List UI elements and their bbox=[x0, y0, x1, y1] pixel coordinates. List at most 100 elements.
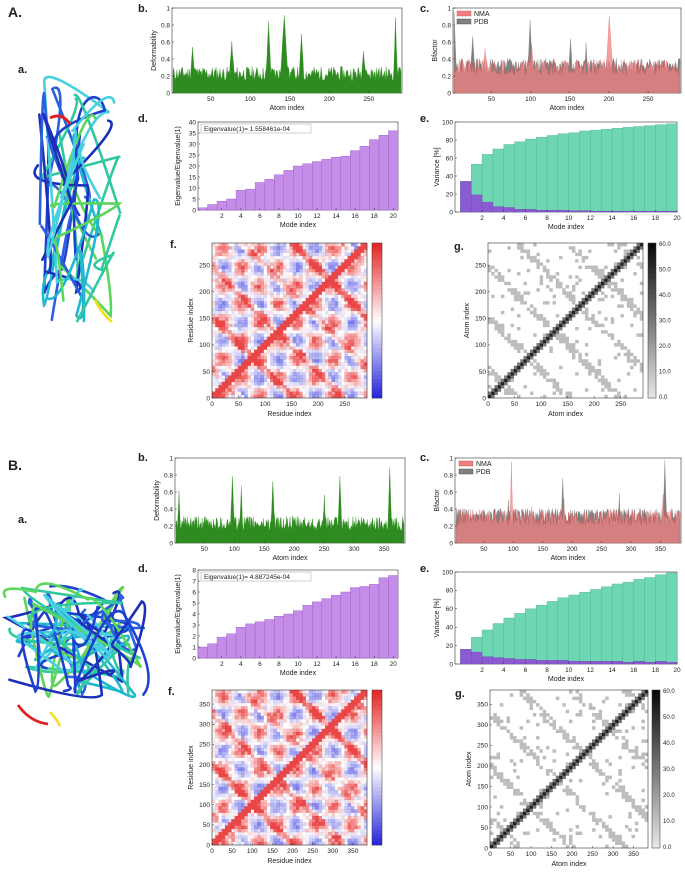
x-tick-label: 8 bbox=[545, 667, 549, 674]
matrix-cell bbox=[338, 330, 341, 333]
matrix-cell bbox=[286, 317, 290, 321]
matrix-cell bbox=[253, 832, 258, 836]
matrix-cell bbox=[571, 294, 576, 299]
matrix-cell bbox=[290, 366, 293, 369]
matrix-cell bbox=[533, 243, 537, 247]
matrix-cell bbox=[533, 259, 537, 263]
matrix-cell bbox=[218, 799, 222, 804]
matrix-cell bbox=[231, 314, 235, 318]
matrix-cell bbox=[363, 246, 368, 250]
matrix-cell bbox=[241, 278, 245, 282]
matrix-cell bbox=[279, 780, 284, 784]
matrix-cell bbox=[529, 391, 534, 395]
matrix-cell bbox=[266, 317, 271, 321]
matrix-cell bbox=[234, 838, 239, 842]
matrix-cell bbox=[328, 284, 332, 289]
matrix-cell bbox=[302, 822, 306, 826]
matrix-cell bbox=[279, 744, 284, 749]
matrix-cell bbox=[312, 346, 316, 350]
matrix-cell bbox=[273, 343, 277, 347]
matrix-cell bbox=[623, 297, 628, 302]
matrix-cell bbox=[267, 362, 270, 365]
matrix-cell bbox=[231, 709, 235, 713]
matrix-cell bbox=[253, 735, 258, 739]
matrix-cell bbox=[347, 381, 352, 386]
matrix-cell bbox=[260, 825, 264, 830]
matrix-cell bbox=[360, 333, 364, 337]
matrix-cell bbox=[228, 339, 232, 344]
matrix-cell bbox=[357, 359, 361, 363]
matrix-cell bbox=[270, 702, 274, 707]
matrix-cell bbox=[260, 243, 264, 247]
matrix-cell bbox=[549, 336, 553, 341]
matrix-cell bbox=[266, 767, 271, 771]
matrix-cell bbox=[228, 323, 232, 328]
matrix-cell bbox=[218, 690, 222, 694]
matrix-cell bbox=[295, 314, 300, 318]
matrix-cell bbox=[267, 777, 270, 780]
matrix-cell bbox=[295, 725, 300, 729]
matrix-cell bbox=[273, 699, 277, 704]
matrix-cell bbox=[247, 378, 251, 383]
colorbar-step bbox=[648, 378, 656, 383]
matrix-cell bbox=[276, 777, 281, 781]
matrix-cell bbox=[337, 343, 342, 347]
matrix-cell bbox=[357, 346, 361, 350]
matrix-cell bbox=[295, 735, 300, 739]
x-axis-label: Mode index bbox=[548, 224, 585, 231]
matrix-cell bbox=[289, 314, 293, 318]
matrix-cell bbox=[354, 375, 358, 379]
legend-pdb-label: PDB bbox=[476, 469, 491, 476]
matrix-cell bbox=[597, 378, 602, 383]
matrix-cell bbox=[241, 722, 245, 726]
matrix-cell bbox=[305, 304, 310, 308]
matrix-cell bbox=[315, 259, 319, 263]
matrix-cell bbox=[251, 275, 254, 278]
matrix-cell bbox=[215, 372, 219, 376]
matrix-cell bbox=[299, 381, 303, 386]
matrix-cell bbox=[341, 362, 345, 366]
matrix-cell bbox=[247, 265, 251, 270]
matrix-cell bbox=[546, 284, 550, 289]
x-tick-label: 250 bbox=[339, 401, 350, 408]
matrix-cell bbox=[234, 365, 239, 370]
colorbar-step bbox=[372, 351, 382, 356]
matrix-cell bbox=[292, 333, 297, 337]
matrix-cell bbox=[270, 764, 274, 768]
matrix-cell bbox=[234, 352, 239, 357]
matrix-cell bbox=[253, 696, 258, 700]
matrix-cell bbox=[539, 365, 544, 370]
matrix-cell bbox=[286, 288, 290, 292]
matrix-cell bbox=[264, 269, 267, 272]
matrix-cell bbox=[292, 249, 297, 253]
matrix-cell bbox=[360, 262, 364, 266]
matrix-cell bbox=[331, 330, 335, 334]
matrix-cell bbox=[283, 799, 287, 804]
matrix-cell bbox=[295, 268, 300, 273]
matrix-cell bbox=[221, 323, 226, 328]
matrix-cell bbox=[350, 349, 355, 353]
matrix-cell bbox=[536, 262, 540, 266]
matrix-cell bbox=[215, 767, 219, 771]
matrix-cell bbox=[302, 815, 306, 820]
matrix-cell bbox=[286, 343, 290, 347]
matrix-cell bbox=[601, 388, 605, 392]
matrix-cell bbox=[270, 812, 274, 817]
matrix-cell bbox=[263, 323, 268, 328]
colorbar-step bbox=[372, 316, 382, 321]
matrix-cell bbox=[286, 375, 290, 379]
matrix-cell bbox=[302, 729, 305, 732]
matrix-cell bbox=[241, 770, 245, 775]
matrix-cell bbox=[312, 356, 316, 360]
matrix-cell bbox=[254, 751, 257, 754]
matrix-cell bbox=[312, 246, 316, 250]
matrix-cell bbox=[260, 304, 264, 308]
matrix-cell bbox=[315, 323, 319, 328]
matrix-cell bbox=[273, 731, 277, 736]
matrix-cell bbox=[318, 391, 322, 395]
matrix-cell bbox=[248, 768, 251, 771]
y-axis-label: Bfactor bbox=[432, 39, 439, 62]
matrix-cell bbox=[263, 741, 268, 746]
matrix-cell bbox=[257, 761, 261, 765]
matrix-cell bbox=[263, 835, 268, 839]
